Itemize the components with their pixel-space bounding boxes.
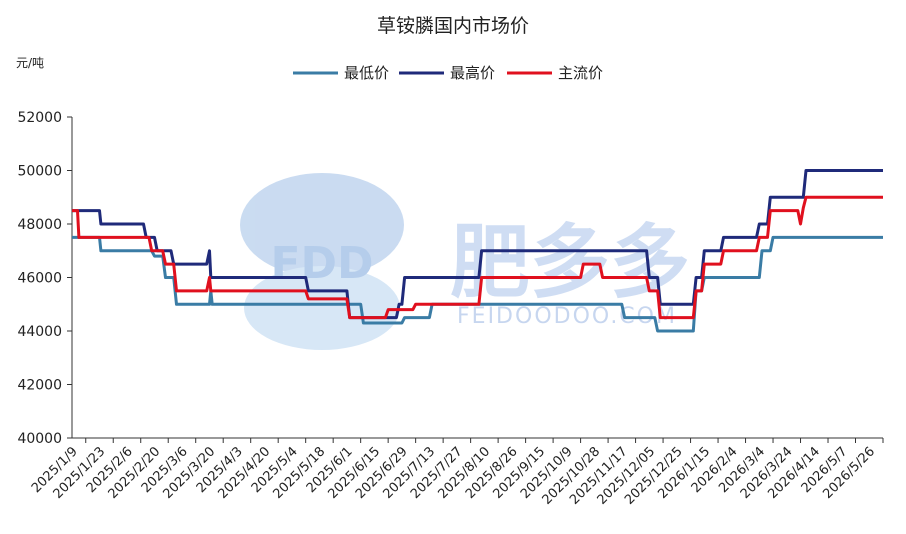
y-tick-label: 48000 bbox=[17, 217, 62, 233]
series-line-main bbox=[72, 195, 883, 320]
legend-label-main: 主流价 bbox=[558, 64, 603, 82]
y-tick-label: 50000 bbox=[17, 164, 62, 180]
y-tick-label: 46000 bbox=[17, 271, 62, 287]
y-tick-label: 52000 bbox=[17, 110, 62, 126]
legend: 最低价 最高价 主流价 bbox=[293, 64, 603, 82]
y-tick-label: 44000 bbox=[17, 324, 62, 340]
watermark-logo-upper-leaf bbox=[240, 173, 404, 277]
series-layer bbox=[72, 169, 883, 333]
legend-label-low: 最低价 bbox=[344, 64, 389, 82]
chart-title: 草铵膦国内市场价 bbox=[377, 15, 529, 37]
unit-label: 元/吨 bbox=[16, 56, 44, 70]
watermark-brand: 肥多多 bbox=[450, 216, 690, 309]
legend-label-high: 最高价 bbox=[450, 64, 495, 82]
watermark-badge: FDD bbox=[270, 238, 373, 289]
watermark-logo-lower-leaf bbox=[244, 266, 400, 350]
y-tick-label: 40000 bbox=[17, 431, 62, 447]
y-tick-label: 42000 bbox=[17, 378, 62, 394]
y-axis-ticks: 40000 42000 44000 46000 48000 50000 52000 bbox=[17, 110, 72, 447]
x-axis-ticks: 2025/1/92025/1/232025/2/62025/2/202025/3… bbox=[29, 438, 884, 508]
watermark: FDD 肥多多 FEIDOODOO.COM bbox=[240, 173, 690, 350]
